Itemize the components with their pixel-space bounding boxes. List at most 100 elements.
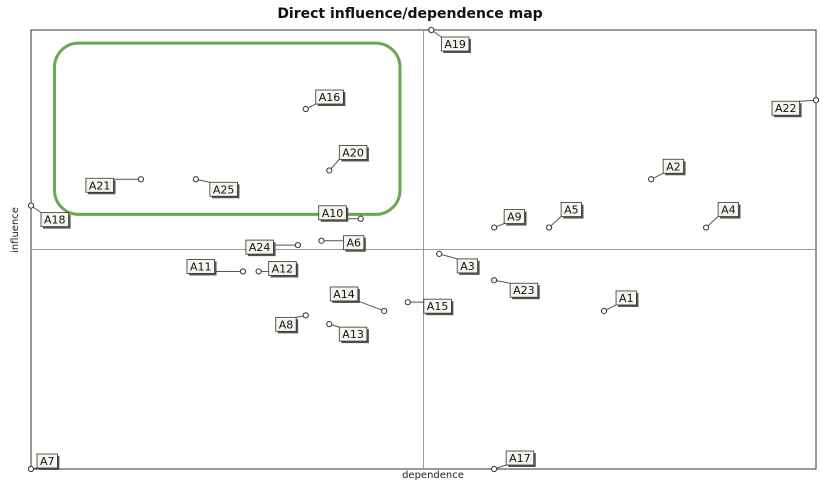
data-point-a23: A23	[491, 277, 540, 300]
point-label: A15	[427, 300, 449, 313]
label-box	[615, 290, 637, 306]
data-point-a15: A15	[404, 298, 454, 316]
point-leader-line	[439, 253, 458, 260]
data-point-a25: A25	[192, 176, 240, 199]
point-marker	[436, 250, 443, 257]
point-label: A2	[666, 160, 681, 173]
chart-title: Direct influence/dependence map	[277, 6, 543, 22]
point-label: A16	[319, 91, 341, 104]
point-label: A9	[507, 211, 522, 224]
point-leader-line	[357, 300, 385, 312]
point-marker	[648, 176, 655, 183]
point-marker	[428, 26, 435, 34]
label-box	[662, 158, 684, 174]
point-marker	[404, 299, 411, 306]
y-axis-label: influence	[10, 207, 21, 253]
point-label: A14	[333, 288, 355, 301]
data-point-a19: A19	[428, 26, 471, 53]
label-box	[717, 202, 739, 217]
data-point-a12: A12	[255, 261, 299, 278]
label-box	[85, 177, 114, 193]
point-label: A22	[775, 102, 797, 115]
label-box	[186, 259, 215, 274]
data-point-a11: A11	[186, 259, 247, 276]
point-label: A24	[249, 241, 271, 254]
data-point-a1: A1	[600, 290, 639, 315]
x-axis-label: dependence	[402, 470, 464, 481]
point-label: A17	[509, 452, 531, 465]
point-marker	[491, 224, 498, 231]
point-marker	[326, 167, 333, 174]
data-point-a2: A2	[648, 158, 686, 183]
data-point-a9: A9	[491, 209, 527, 231]
point-label: A13	[342, 328, 364, 341]
label-box	[771, 100, 801, 116]
point-label: A10	[322, 207, 344, 220]
label-box	[509, 282, 539, 298]
point-marker	[703, 224, 710, 231]
data-point-a21: A21	[85, 176, 144, 195]
label-box	[338, 145, 368, 160]
point-label: A7	[40, 455, 55, 468]
point-marker	[381, 307, 388, 315]
point-marker	[192, 176, 199, 183]
point-label: A18	[44, 214, 66, 227]
point-marker	[302, 105, 309, 113]
highlight-box	[53, 41, 402, 216]
data-point-a24: A24	[245, 239, 301, 257]
label-box	[440, 36, 470, 52]
point-marker	[255, 268, 262, 275]
label-box	[329, 286, 359, 302]
data-point-a18: A18	[27, 202, 71, 229]
label-box	[423, 298, 452, 314]
point-marker	[27, 202, 35, 209]
point-label: A12	[272, 262, 294, 275]
data-point-a20: A20	[326, 145, 369, 174]
label-box	[456, 258, 479, 274]
point-marker	[239, 268, 247, 275]
label-box	[275, 316, 297, 332]
label-box	[338, 326, 368, 342]
points-layer: A19 A16 A22 A20 A2 A21 A25 A18 A10 A9 A5 A4 A24 A6 A3 A…	[27, 26, 820, 473]
label-box	[245, 239, 274, 255]
point-marker	[357, 215, 364, 222]
point-marker	[137, 176, 144, 183]
label-box	[343, 235, 365, 251]
point-label: A4	[721, 204, 736, 217]
data-point-a14: A14	[329, 286, 388, 315]
point-label: A3	[460, 260, 475, 273]
point-marker	[294, 242, 301, 249]
data-point-a22: A22	[771, 97, 820, 118]
point-marker	[812, 97, 820, 104]
label-box	[315, 89, 344, 105]
data-point-a10: A10	[318, 205, 364, 222]
data-point-a7: A7	[27, 453, 60, 473]
data-point-a8: A8	[275, 312, 309, 334]
point-marker	[491, 465, 498, 473]
data-point-a4: A4	[703, 202, 741, 231]
label-box	[318, 205, 347, 221]
point-label: A8	[279, 318, 294, 331]
point-marker	[491, 277, 498, 284]
data-point-a6: A6	[318, 235, 366, 252]
label-box	[36, 453, 58, 469]
point-label: A20	[342, 146, 364, 159]
data-point-a16: A16	[302, 89, 346, 113]
point-label: A19	[444, 38, 466, 51]
point-label: A5	[564, 204, 579, 217]
point-marker	[27, 465, 35, 473]
point-label: A1	[619, 292, 634, 305]
label-box	[209, 181, 238, 197]
label-box	[40, 212, 70, 228]
label-box	[503, 209, 525, 224]
point-label: A11	[190, 260, 212, 273]
data-point-a5: A5	[546, 202, 584, 231]
point-marker	[546, 224, 553, 231]
data-point-a13: A13	[326, 321, 369, 344]
label-box	[560, 202, 582, 217]
point-marker	[302, 312, 309, 319]
point-marker	[318, 237, 325, 244]
point-label: A25	[213, 183, 235, 196]
point-label: A21	[89, 179, 111, 192]
